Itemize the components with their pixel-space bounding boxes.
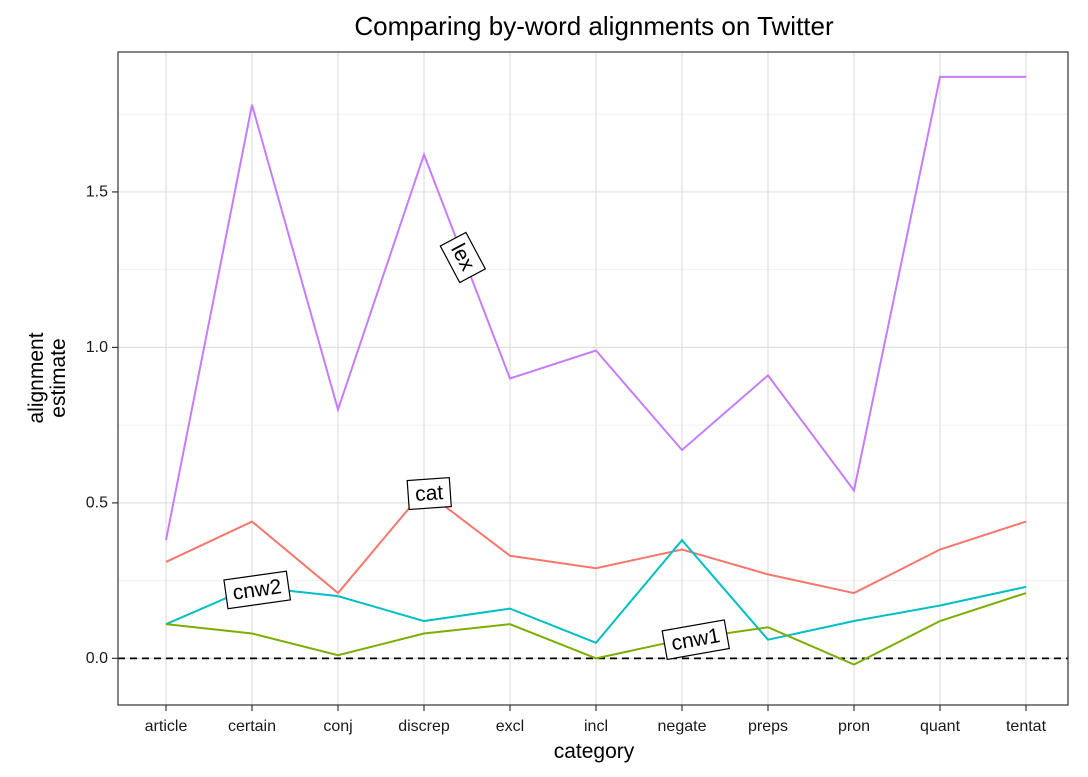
y-tick-label: 0.5 xyxy=(86,494,108,511)
series-line-lex xyxy=(165,75,1026,541)
series-label-cnw2: cnw2 xyxy=(223,570,292,610)
x-tick-label: excl xyxy=(496,718,524,735)
series-line-cnw2 xyxy=(165,538,1027,645)
series-line-cat xyxy=(165,489,1027,595)
series-line-cnw1 xyxy=(165,592,1027,666)
x-tick-label: discrep xyxy=(398,718,450,735)
x-tick-label: quant xyxy=(920,718,961,735)
series-lines xyxy=(165,75,1027,666)
chart-title: Comparing by-word alignments on Twitter xyxy=(354,11,834,41)
x-axis: article certain conj discrep excl incl negate p… xyxy=(145,705,1047,735)
y-axis-title: alignmentestimate xyxy=(25,332,70,423)
x-tick-label: article xyxy=(145,718,188,735)
y-tick-label: 0.0 xyxy=(86,650,108,667)
series-label-box xyxy=(661,619,731,661)
x-tick-label: pron xyxy=(838,718,870,735)
series-label-cnw1: cnw1 xyxy=(661,619,731,661)
x-tick-label: tentat xyxy=(1006,718,1047,735)
series-label-box xyxy=(439,231,487,284)
x-tick-label: conj xyxy=(323,718,352,735)
series-label-box xyxy=(223,570,292,610)
y-tick-label: 1.0 xyxy=(86,339,108,356)
y-tick-label: 1.5 xyxy=(86,183,108,200)
series-label-cat: cat xyxy=(406,476,452,511)
plot-border xyxy=(117,51,1069,706)
x-tick-label: preps xyxy=(748,718,788,735)
x-tick-label: negate xyxy=(658,718,707,735)
series-label-box xyxy=(406,476,452,511)
x-tick-label: incl xyxy=(584,718,608,735)
x-axis-title: category xyxy=(554,740,635,763)
y-axis: 0.0 0.5 1.0 1.5 xyxy=(86,183,118,667)
x-tick-label: certain xyxy=(228,718,276,735)
series-label-text: cat xyxy=(414,481,444,506)
